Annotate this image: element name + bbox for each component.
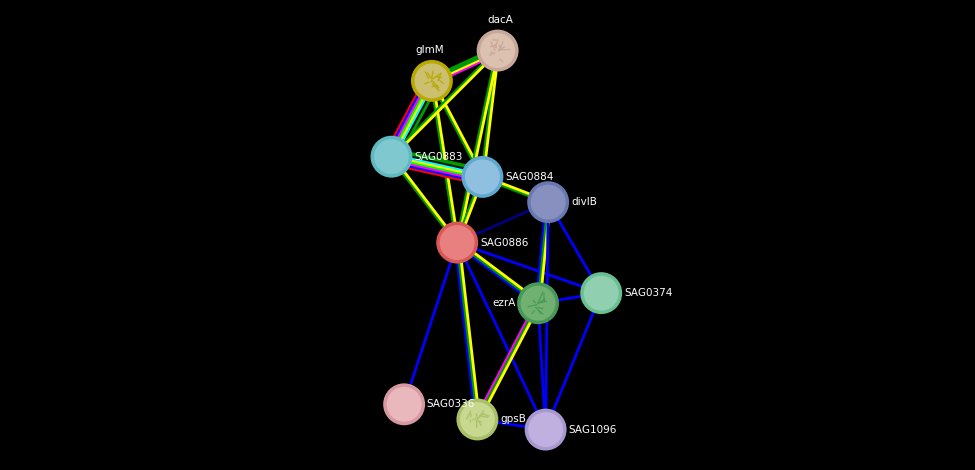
Text: ezrA: ezrA [492,298,516,308]
Text: SAG0884: SAG0884 [505,172,554,182]
Text: divIB: divIB [571,197,597,207]
Text: SAG0336: SAG0336 [427,400,475,409]
Text: gpsB: gpsB [500,415,526,424]
Circle shape [526,410,565,449]
Circle shape [372,137,410,176]
Text: SAG0883: SAG0883 [414,152,462,162]
Text: SAG0886: SAG0886 [480,237,528,248]
Text: dacA: dacA [488,15,513,25]
Circle shape [519,284,558,322]
Circle shape [479,31,517,70]
Text: SAG1096: SAG1096 [568,424,617,435]
Text: glmM: glmM [415,45,444,55]
Circle shape [463,157,502,196]
Text: SAG0374: SAG0374 [624,288,673,298]
Circle shape [582,274,620,313]
Circle shape [529,183,567,221]
Circle shape [412,62,451,100]
Circle shape [438,223,477,262]
Circle shape [385,385,423,423]
Circle shape [458,400,496,439]
